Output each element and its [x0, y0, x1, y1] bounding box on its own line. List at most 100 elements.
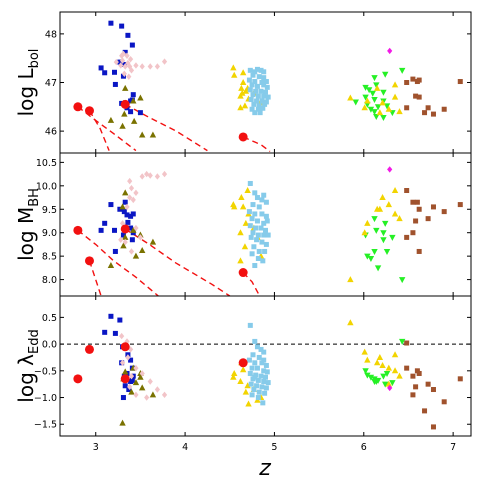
y-axis-label: log MBH [14, 188, 42, 261]
x-tick-label: 3 [93, 442, 99, 453]
data-point-brown [410, 392, 416, 398]
data-point-lightblue [249, 106, 255, 112]
data-point-red [238, 358, 248, 368]
data-point-lightblue [252, 110, 258, 116]
data-point-blue [124, 212, 130, 218]
data-point-lightblue [261, 349, 267, 355]
data-point-pink [118, 236, 124, 243]
data-point-green [371, 216, 378, 223]
data-point-lightblue [256, 389, 262, 395]
data-point-blue [102, 70, 108, 76]
data-point-pink [121, 70, 127, 77]
data-point-lightblue [259, 360, 265, 366]
data-point-brown [413, 384, 419, 390]
data-point-pink [122, 63, 128, 70]
data-point-lightblue [250, 352, 256, 358]
data-point-blue [122, 199, 128, 205]
data-point-yellow [241, 102, 249, 109]
data-point-green [373, 82, 380, 89]
data-point-lightblue [263, 362, 269, 368]
data-point-lightblue [256, 204, 262, 210]
data-point-lightblue [256, 103, 262, 109]
y-tick-label: 8.5 [42, 252, 57, 263]
data-point-yellow [238, 84, 245, 91]
data-point-blue [129, 237, 135, 243]
data-point-yellow [391, 187, 399, 194]
data-point-blue [108, 20, 114, 26]
data-point-blue [126, 387, 132, 393]
data-point-yellow [237, 104, 244, 111]
data-point-brown [404, 340, 410, 346]
data-point-pink [119, 57, 126, 64]
data-point-yellow [238, 194, 245, 201]
data-point-lightblue [250, 230, 256, 236]
data-point-lightblue [258, 346, 264, 352]
data-point-blue [119, 23, 125, 29]
y-tick-label: 9.5 [42, 205, 57, 216]
data-point-olive [130, 97, 137, 104]
data-point-pink [127, 346, 134, 353]
y-axis-label: log λEdd [14, 329, 42, 402]
data-point-lightblue [260, 105, 266, 111]
data-point-pink [139, 173, 145, 180]
data-point-magenta [387, 384, 393, 392]
data-point-red [120, 374, 130, 384]
data-point-lightblue [258, 88, 264, 94]
y-tick-label: 46 [45, 127, 57, 138]
data-point-olive [139, 131, 146, 138]
data-point-brown [404, 80, 410, 85]
data-point-pink [119, 332, 125, 340]
data-point-yellow [361, 229, 368, 236]
data-point-lightblue [262, 101, 268, 107]
data-point-olive [119, 203, 126, 210]
data-point-lightblue [249, 251, 255, 257]
data-point-yellow [396, 108, 403, 115]
data-point-lightblue [252, 69, 258, 75]
data-point-blue [128, 98, 134, 104]
data-point-brown [457, 376, 463, 382]
data-point-yellow [239, 203, 247, 210]
data-point-lightblue [261, 75, 267, 81]
data-point-lightblue [251, 101, 257, 107]
data-point-blue [117, 317, 123, 323]
data-point-lightblue [259, 211, 265, 217]
data-point-blue [102, 220, 108, 226]
data-point-lightblue [259, 98, 265, 104]
data-point-olive [137, 373, 144, 380]
data-point-red [84, 344, 94, 354]
data-point-brown [430, 424, 436, 430]
data-point-brown [416, 77, 422, 83]
data-point-pink [127, 177, 133, 185]
data-point-lightblue [262, 390, 268, 396]
data-point-pink [154, 173, 160, 180]
data-point-lightblue [255, 93, 261, 99]
data-point-lightblue [263, 374, 268, 380]
data-point-lightblue [261, 69, 267, 75]
data-point-yellow [239, 69, 247, 76]
data-point-lightblue [252, 79, 258, 85]
data-point-olive [122, 233, 129, 240]
data-point-yellow [237, 229, 244, 236]
data-point-olive [130, 226, 137, 233]
data-point-green [389, 234, 396, 241]
data-point-yellow [376, 205, 384, 212]
data-point-green [367, 106, 375, 113]
data-point-brown [404, 105, 410, 111]
data-point-blue [128, 225, 134, 231]
data-point-green [371, 378, 378, 385]
data-point-red [238, 268, 248, 278]
data-point-pink [147, 172, 153, 179]
data-point-lightblue [247, 322, 253, 328]
data-point-lightblue [263, 385, 269, 391]
data-point-yellow [239, 79, 247, 85]
data-point-red [120, 224, 130, 234]
data-point-lightblue [260, 258, 266, 264]
data-point-pink [133, 391, 139, 399]
data-point-blue [129, 42, 135, 48]
data-point-lightblue [252, 374, 258, 380]
data-point-green [371, 109, 378, 116]
data-point-yellow [379, 361, 386, 368]
